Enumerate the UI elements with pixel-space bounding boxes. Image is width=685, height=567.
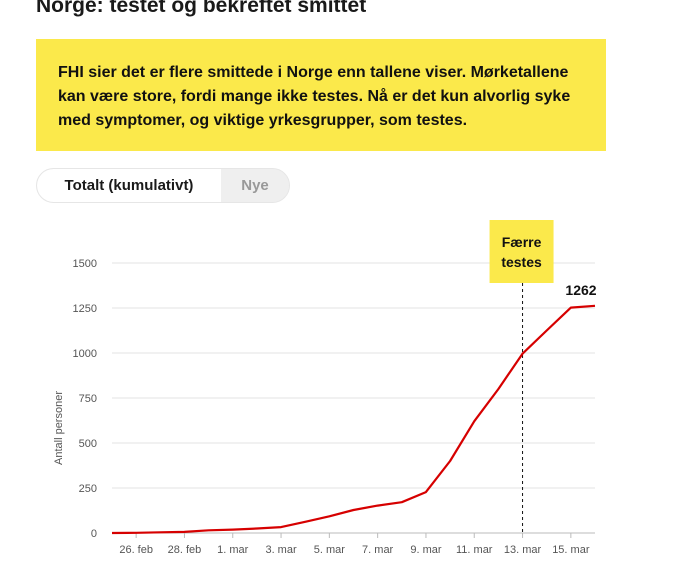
last-value-label: 1262	[565, 282, 596, 298]
y-tick-label: 1500	[73, 258, 97, 270]
y-tick-label: 250	[79, 483, 97, 495]
y-tick-label: 750	[79, 393, 97, 405]
series-line	[111, 304, 596, 535]
toggle-total-button[interactable]: Totalt (kumulativt)	[37, 169, 221, 202]
x-tick-label: 5. mar	[314, 544, 346, 556]
x-tick-label: 9. mar	[410, 544, 442, 556]
x-tick-label: 28. feb	[168, 544, 202, 556]
x-tick-label: 1. mar	[217, 544, 249, 556]
x-tick-label: 13. mar	[504, 544, 542, 556]
y-tick-labels: 0 250 500 750 1000 1250 1500	[73, 258, 97, 540]
x-tick-label: 7. mar	[362, 544, 394, 556]
marker-callout-box	[489, 220, 554, 283]
x-tick-label: 15. mar	[552, 544, 590, 556]
x-tick-label: 11. mar	[456, 544, 493, 556]
marker-callout-text: Færre	[502, 234, 542, 250]
info-note: FHI sier det er flere smittede i Norge e…	[36, 39, 606, 151]
x-tick-label: 3. mar	[265, 544, 297, 556]
page-title: Norge: testet og bekreftet smittet	[36, 0, 367, 17]
x-tick-labels: 26. feb 28. feb 1. mar 3. mar 5. mar 7. mar 9.…	[119, 533, 590, 556]
y-tick-label: 500	[79, 438, 97, 450]
y-tick-label: 1250	[73, 303, 97, 315]
view-toggle: Totalt (kumulativt) Nye	[36, 168, 290, 203]
y-tick-label: 0	[91, 528, 97, 540]
y-axis-label: Antall personer	[53, 391, 65, 465]
marker-callout-text: testes	[501, 254, 542, 270]
x-tick-label: 26. feb	[119, 544, 153, 556]
marker-group: Færre testes	[489, 220, 554, 533]
y-tick-label: 1000	[73, 348, 97, 360]
toggle-new-button[interactable]: Nye	[221, 169, 289, 202]
